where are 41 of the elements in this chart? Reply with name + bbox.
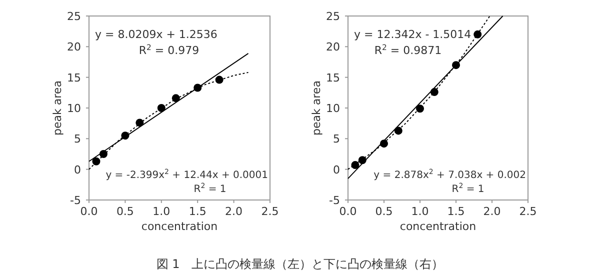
caption: 図 1 上に凸の検量線（左）と下に凸の検量線（右） — [156, 257, 444, 271]
y-tick-label: 10 — [67, 102, 81, 115]
x-tick-label: 2.5 — [519, 205, 537, 218]
annotation: R$^{2}$ = 0.979 — [138, 42, 200, 57]
annotation: R$^{2}$ = 0.9871 — [374, 42, 442, 57]
y-tick-label: 20 — [326, 40, 340, 54]
x-tick-label: 0.5 — [116, 205, 134, 218]
annotation: y = -2.399x$^{2}$ + 12.44x + 0.0001 — [106, 168, 268, 181]
annotation: y = 2.878x$^{2}$ + 7.038x + 0.002 — [374, 168, 526, 181]
x-tick-label: 0.5 — [375, 205, 393, 218]
x-tick-label: 0.0 — [80, 205, 98, 218]
x-tick-label: 2.5 — [261, 205, 279, 218]
y-tick-label: -5 — [329, 194, 340, 207]
y-tick-label: 5 — [333, 132, 340, 146]
x-tick-label: 1.0 — [411, 205, 429, 218]
x-tick-label: 0.0 — [339, 205, 357, 218]
x-tick-label: 1.5 — [447, 205, 465, 218]
x-tick-label: 1.5 — [188, 205, 206, 218]
y-tick-label: 20 — [67, 40, 81, 54]
y-tick-label: 5 — [74, 132, 81, 146]
x-tick-label: 1.0 — [152, 205, 170, 218]
point — [474, 30, 482, 38]
annotation: y = 12.342x - 1.5014 — [354, 28, 472, 41]
annotation: y = 8.0209x + 1.2536 — [95, 28, 218, 41]
y-tick-label: 0 — [333, 163, 340, 176]
x-tick-label: 2.0 — [225, 205, 243, 218]
y-tick-label: 10 — [326, 102, 340, 115]
annotation: R$^{2}$ = 1 — [194, 182, 226, 195]
y-tick-label: -5 — [70, 194, 81, 207]
x-axis-title: concentration — [141, 220, 218, 233]
x-tick-label: 2.0 — [483, 205, 501, 218]
y-axis-title: peak area — [51, 80, 64, 136]
point — [416, 104, 424, 113]
annotation: R$^{2}$ = 1 — [452, 182, 484, 195]
y-tick-label: 0 — [74, 163, 81, 176]
x-axis-title: concentration — [400, 220, 476, 233]
y-tick-label: 15 — [326, 71, 340, 84]
y-tick-label: 15 — [67, 71, 81, 84]
y-tick-label: 25 — [67, 10, 81, 23]
y-axis-title: peak area — [310, 80, 323, 136]
y-tick-label: 25 — [326, 10, 340, 23]
